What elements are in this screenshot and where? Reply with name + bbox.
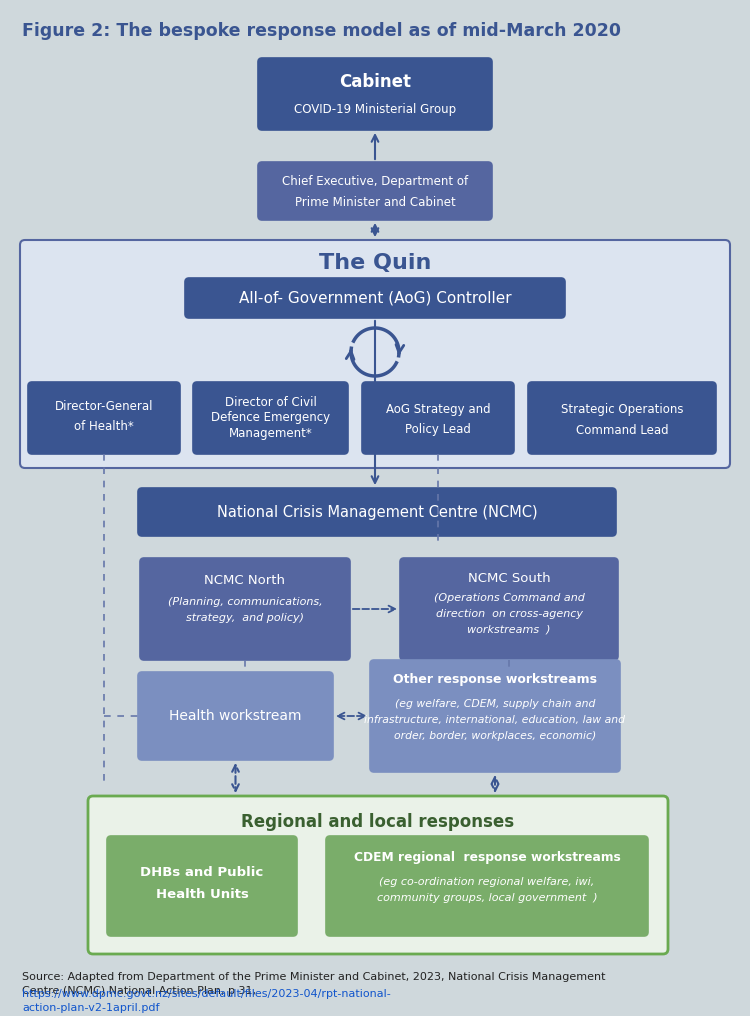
FancyBboxPatch shape xyxy=(258,58,492,130)
Text: Management*: Management* xyxy=(229,428,312,441)
FancyBboxPatch shape xyxy=(140,558,350,660)
Text: Regional and local responses: Regional and local responses xyxy=(242,813,514,831)
FancyBboxPatch shape xyxy=(107,836,297,936)
Text: strategy,  and policy): strategy, and policy) xyxy=(186,613,304,623)
Text: Cabinet: Cabinet xyxy=(339,73,411,91)
FancyBboxPatch shape xyxy=(28,382,180,454)
Text: AoG Strategy and: AoG Strategy and xyxy=(386,403,490,417)
Text: (Planning, communications,: (Planning, communications, xyxy=(168,597,322,607)
FancyBboxPatch shape xyxy=(362,382,514,454)
Text: infrastructure, international, education, law and: infrastructure, international, education… xyxy=(364,715,626,725)
Text: Prime Minister and Cabinet: Prime Minister and Cabinet xyxy=(295,195,455,208)
Text: (eg co-ordination regional welfare, iwi,: (eg co-ordination regional welfare, iwi, xyxy=(380,877,595,887)
FancyBboxPatch shape xyxy=(258,162,492,220)
Text: NCMC South: NCMC South xyxy=(468,571,550,584)
Text: CDEM regional  response workstreams: CDEM regional response workstreams xyxy=(354,851,620,865)
Text: Policy Lead: Policy Lead xyxy=(405,424,471,437)
Text: DHBs and Public: DHBs and Public xyxy=(140,866,264,879)
Text: workstreams  ): workstreams ) xyxy=(467,625,550,635)
Text: Strategic Operations: Strategic Operations xyxy=(561,403,683,417)
Text: All-of- Government (AoG) Controller: All-of- Government (AoG) Controller xyxy=(238,291,512,306)
Text: Chief Executive, Department of: Chief Executive, Department of xyxy=(282,176,468,189)
FancyBboxPatch shape xyxy=(370,660,620,772)
Text: Figure 2: The bespoke response model as of mid-March 2020: Figure 2: The bespoke response model as … xyxy=(22,22,621,40)
FancyBboxPatch shape xyxy=(193,382,348,454)
Text: Health workstream: Health workstream xyxy=(170,709,302,723)
Text: National Crisis Management Centre (NCMC): National Crisis Management Centre (NCMC) xyxy=(217,505,537,519)
FancyBboxPatch shape xyxy=(326,836,648,936)
Text: Director-General: Director-General xyxy=(55,399,153,412)
Text: Command Lead: Command Lead xyxy=(576,424,668,437)
Text: Other response workstreams: Other response workstreams xyxy=(393,674,597,687)
Text: Defence Emergency: Defence Emergency xyxy=(211,411,330,425)
Text: (Operations Command and: (Operations Command and xyxy=(433,593,584,604)
FancyBboxPatch shape xyxy=(138,672,333,760)
FancyBboxPatch shape xyxy=(138,488,616,536)
FancyBboxPatch shape xyxy=(528,382,716,454)
FancyBboxPatch shape xyxy=(400,558,618,660)
Text: community groups, local government  ): community groups, local government ) xyxy=(376,893,597,903)
Text: The Quin: The Quin xyxy=(319,253,431,273)
FancyBboxPatch shape xyxy=(185,278,565,318)
Text: https://www.dpmc.govt.nz/sites/default/files/2023-04/rpt-national-: https://www.dpmc.govt.nz/sites/default/f… xyxy=(22,989,391,999)
FancyBboxPatch shape xyxy=(20,240,730,468)
Text: COVID-19 Ministerial Group: COVID-19 Ministerial Group xyxy=(294,104,456,117)
FancyBboxPatch shape xyxy=(88,796,668,954)
Text: direction  on cross-agency: direction on cross-agency xyxy=(436,609,583,619)
Text: (eg welfare, CDEM, supply chain and: (eg welfare, CDEM, supply chain and xyxy=(394,699,596,709)
Text: order, border, workplaces, economic): order, border, workplaces, economic) xyxy=(394,731,596,741)
Text: action-plan-v2-1april.pdf: action-plan-v2-1april.pdf xyxy=(22,1003,160,1013)
Text: NCMC North: NCMC North xyxy=(205,573,286,586)
Text: Source: Adapted from Department of the Prime Minister and Cabinet, 2023, Nationa: Source: Adapted from Department of the P… xyxy=(22,972,605,996)
Text: Health Units: Health Units xyxy=(155,888,248,900)
Text: of Health*: of Health* xyxy=(74,421,134,434)
Text: Director of Civil: Director of Civil xyxy=(224,395,316,408)
